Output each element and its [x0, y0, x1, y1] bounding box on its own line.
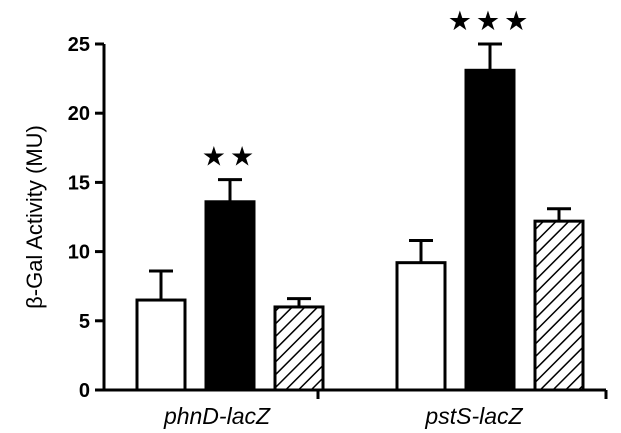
bar: [464, 68, 516, 392]
category-label: phnD-lacZ: [163, 403, 271, 429]
y-axis: 0 5 10 15 20 25: [68, 34, 106, 402]
annotations: ★★★★★: [202, 6, 533, 173]
error-bars: [149, 42, 571, 307]
bar: [273, 305, 325, 392]
significance-stars: ★★: [202, 142, 258, 173]
y-tick-label: 0: [79, 380, 90, 402]
bar: [395, 261, 447, 392]
y-axis-title: β-Gal Activity (MU): [22, 125, 47, 309]
bar: [135, 298, 187, 392]
y-tick-label: 5: [79, 311, 90, 333]
category-labels: phnD-lacZ pstS-lacZ: [163, 403, 524, 429]
category-label: pstS-lacZ: [424, 403, 523, 429]
significance-stars: ★★★: [448, 6, 533, 37]
y-tick-label: 15: [68, 172, 90, 194]
y-tick-label: 10: [68, 242, 90, 264]
bar: [204, 200, 256, 392]
bar: [533, 219, 585, 392]
bars: [135, 68, 585, 392]
y-tick-label: 20: [68, 103, 90, 125]
y-tick-label: 25: [68, 34, 90, 56]
